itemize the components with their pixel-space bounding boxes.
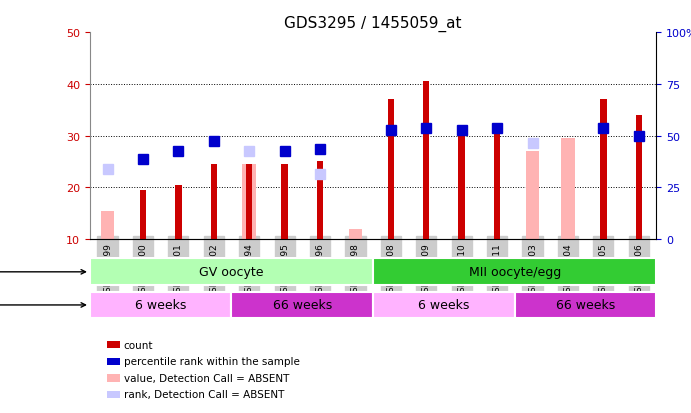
Bar: [231, 292, 373, 318]
Bar: [196, 33, 231, 240]
Bar: [494, 126, 500, 240]
Bar: [408, 33, 444, 240]
Text: rank, Detection Call = ABSENT: rank, Detection Call = ABSENT: [124, 389, 284, 399]
Bar: [211, 165, 217, 240]
Bar: [444, 33, 480, 240]
Bar: [125, 33, 160, 240]
Bar: [526, 152, 539, 240]
Bar: [480, 33, 515, 240]
Text: 66 weeks: 66 weeks: [556, 299, 615, 312]
Bar: [338, 33, 373, 240]
Bar: [243, 165, 256, 240]
Bar: [140, 190, 146, 240]
Bar: [302, 33, 338, 240]
Text: development stage: development stage: [0, 267, 86, 277]
Text: 6 weeks: 6 weeks: [418, 299, 470, 312]
Text: value, Detection Call = ABSENT: value, Detection Call = ABSENT: [124, 373, 289, 383]
Bar: [459, 126, 465, 240]
Bar: [107, 391, 120, 398]
Bar: [636, 116, 642, 240]
Bar: [317, 162, 323, 240]
Text: GV oocyte: GV oocyte: [199, 266, 264, 279]
Bar: [246, 165, 252, 240]
Text: MII oocyte/egg: MII oocyte/egg: [468, 266, 561, 279]
Bar: [349, 229, 362, 240]
Text: age: age: [0, 300, 86, 310]
Bar: [373, 33, 408, 240]
Bar: [176, 185, 182, 240]
Bar: [231, 33, 267, 240]
Title: GDS3295 / 1455059_at: GDS3295 / 1455059_at: [285, 16, 462, 32]
Bar: [107, 341, 120, 349]
Bar: [561, 139, 575, 240]
Text: 66 weeks: 66 weeks: [273, 299, 332, 312]
Bar: [373, 259, 656, 285]
Bar: [281, 165, 287, 240]
Bar: [423, 82, 429, 240]
Bar: [621, 33, 656, 240]
Bar: [267, 33, 302, 240]
Bar: [388, 100, 394, 240]
Bar: [550, 33, 585, 240]
Bar: [90, 33, 125, 240]
Bar: [101, 211, 114, 240]
Text: count: count: [124, 340, 153, 350]
Bar: [90, 259, 373, 285]
Bar: [515, 292, 656, 318]
Bar: [107, 358, 120, 365]
Bar: [585, 33, 621, 240]
Bar: [373, 292, 515, 318]
Text: percentile rank within the sample: percentile rank within the sample: [124, 356, 300, 366]
Bar: [90, 292, 231, 318]
Text: 6 weeks: 6 weeks: [135, 299, 187, 312]
Bar: [600, 100, 607, 240]
Bar: [107, 374, 120, 382]
Bar: [160, 33, 196, 240]
Bar: [515, 33, 550, 240]
